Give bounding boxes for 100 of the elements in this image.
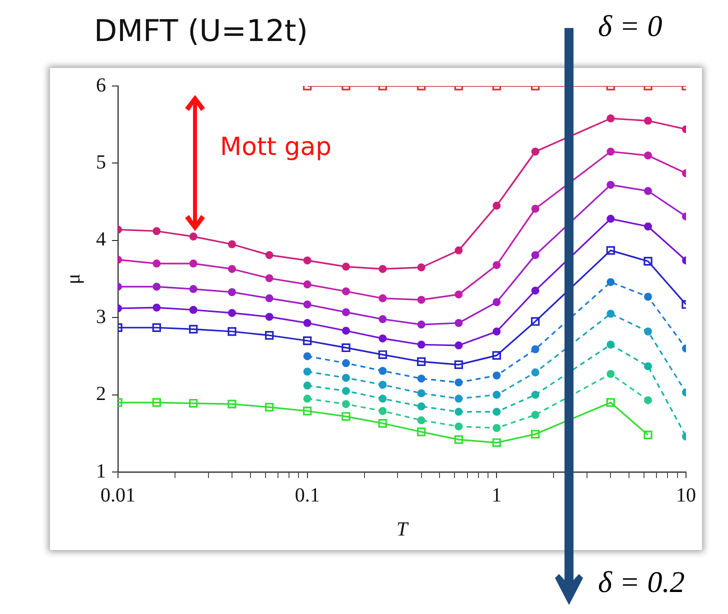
point [606, 370, 615, 378]
point [606, 278, 615, 286]
point [606, 310, 615, 318]
point [378, 294, 387, 302]
point [606, 114, 615, 122]
point [303, 300, 312, 308]
point [265, 331, 274, 340]
point [378, 380, 387, 389]
point [189, 260, 198, 268]
point [454, 319, 463, 328]
point [378, 334, 387, 342]
point [265, 274, 274, 282]
point [531, 410, 540, 419]
point [189, 232, 198, 241]
text: δ = 0 [598, 10, 662, 44]
point [303, 319, 312, 328]
point [303, 394, 312, 403]
point [454, 246, 463, 254]
point [606, 180, 615, 189]
point [417, 416, 426, 424]
point [152, 304, 161, 312]
chart-title: DMFT (U=12t) [94, 14, 308, 49]
point [417, 263, 426, 272]
point [378, 315, 387, 324]
point [189, 306, 198, 314]
point [152, 398, 161, 407]
point [152, 227, 161, 236]
y-tick-label: 3 [96, 306, 106, 328]
point [492, 351, 501, 360]
point [228, 308, 236, 317]
point [303, 280, 312, 288]
y-axis-title: μ [62, 274, 84, 284]
annotation: Mott gap [220, 132, 332, 161]
point [492, 372, 501, 380]
point [152, 323, 161, 332]
point [606, 246, 615, 255]
point [378, 366, 387, 375]
point [492, 261, 501, 270]
point [454, 360, 464, 370]
point [342, 400, 350, 408]
point [454, 378, 463, 386]
point [416, 357, 426, 366]
point [417, 296, 426, 304]
point [417, 402, 426, 410]
point [492, 438, 501, 447]
point [531, 148, 540, 156]
point [531, 345, 540, 354]
point [342, 412, 350, 421]
point [606, 398, 615, 407]
point [492, 424, 501, 432]
point [303, 368, 312, 376]
point [416, 428, 426, 436]
point [303, 336, 312, 346]
point [303, 382, 312, 390]
point [417, 320, 426, 329]
point [152, 282, 161, 291]
point [606, 148, 615, 156]
point [644, 222, 652, 231]
point [265, 294, 274, 302]
point [228, 400, 236, 408]
point [342, 359, 350, 368]
point [228, 264, 236, 273]
point [342, 308, 350, 316]
x-tick-label: 0.1 [294, 484, 320, 506]
y-tick-label: 2 [96, 383, 106, 406]
point [189, 398, 198, 408]
point [417, 340, 426, 349]
point [189, 285, 198, 294]
point [531, 204, 540, 213]
point [265, 312, 274, 321]
point [531, 251, 540, 260]
point [492, 327, 501, 336]
point [265, 251, 274, 260]
point [228, 288, 236, 296]
x-tick-label: 10 [676, 484, 696, 506]
point [342, 326, 350, 335]
point [644, 151, 652, 160]
point [378, 350, 388, 359]
point [342, 262, 350, 271]
point [303, 256, 312, 264]
point [606, 214, 615, 223]
point [189, 324, 198, 334]
point [531, 368, 540, 376]
point [644, 362, 652, 370]
point [492, 298, 501, 306]
x-axis-title: T [396, 518, 410, 540]
point [265, 402, 274, 412]
x-tick-label: 1 [492, 484, 502, 506]
point [454, 422, 463, 430]
point [378, 394, 387, 403]
point [644, 327, 652, 336]
point [342, 287, 350, 296]
point [492, 390, 501, 399]
point [531, 286, 540, 295]
point [492, 202, 501, 210]
point [492, 408, 501, 416]
point [531, 390, 540, 399]
point [454, 290, 463, 298]
point [228, 240, 236, 248]
point [378, 407, 387, 416]
